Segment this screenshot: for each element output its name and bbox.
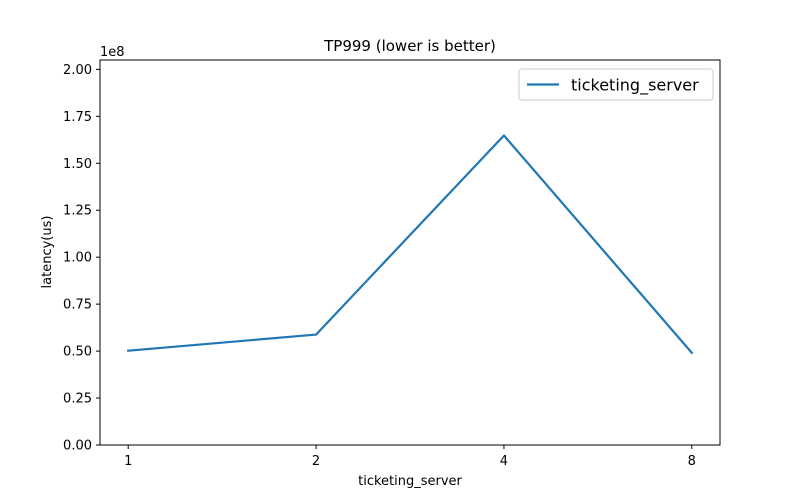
x-tick-label: 4 (500, 454, 508, 469)
y-tick-label: 1.00 (63, 251, 92, 266)
plot-area: 1 2 4 8 0.00 0.25 0.50 0.75 1.00 1.25 1.50 1.75 2.00… (63, 59, 721, 469)
y-offset-label: 1e8 (100, 45, 125, 60)
x-tick-label: 2 (312, 454, 320, 469)
y-tick-label: 1.25 (63, 204, 92, 219)
y-tick-label: 0.00 (63, 439, 92, 454)
y-tick-label: 1.50 (63, 157, 92, 172)
y-tick-label: 0.75 (63, 298, 92, 313)
y-axis-title: latency(us) (40, 216, 55, 289)
chart-title: TP999 (lower is better) (323, 37, 496, 55)
y-tick-label: 1.75 (63, 110, 92, 125)
x-tick-label: 1 (124, 454, 132, 469)
y-tick-label: 0.25 (63, 392, 92, 407)
axes-frame (99, 59, 721, 446)
series-line-0 (127, 134, 694, 355)
y-tick-label: 0.50 (63, 345, 92, 360)
legend-label: ticketing_server (571, 76, 699, 96)
x-tick-label: 8 (688, 454, 696, 469)
legend-box (518, 68, 714, 101)
x-axis-title: ticketing_server (358, 474, 462, 489)
y-tick-label: 2.00 (63, 63, 92, 78)
